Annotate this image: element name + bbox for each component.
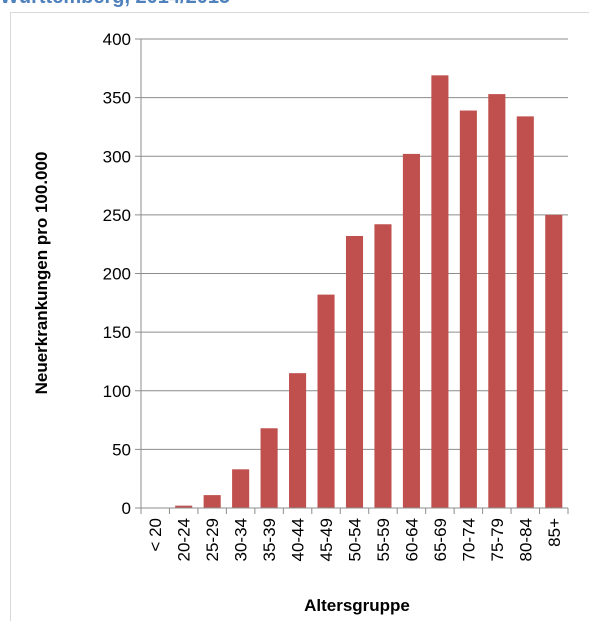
x-tick-label: 50-54 bbox=[346, 518, 365, 561]
x-tick-label: 30-34 bbox=[232, 518, 251, 561]
x-tick-label: 75-79 bbox=[488, 518, 507, 561]
x-tick-label: 65-69 bbox=[431, 518, 450, 561]
x-tick-label: 20-24 bbox=[175, 518, 194, 561]
x-tick-label: 60-64 bbox=[402, 518, 421, 561]
y-tick-label: 400 bbox=[103, 30, 131, 49]
x-tick-label: 25-29 bbox=[203, 518, 222, 561]
bar bbox=[289, 373, 307, 508]
x-tick-label: 85+ bbox=[545, 518, 564, 547]
y-tick-label: 350 bbox=[103, 89, 131, 108]
bar bbox=[545, 214, 563, 508]
bar bbox=[260, 428, 278, 508]
y-tick-label: 50 bbox=[112, 440, 131, 459]
y-tick-label: 0 bbox=[122, 499, 131, 518]
y-tick-label: 150 bbox=[103, 323, 131, 342]
bar bbox=[459, 110, 477, 509]
page-title-fragment: Württemberg, 2014/2015 bbox=[0, 0, 589, 10]
frame-border-top bbox=[10, 12, 589, 13]
y-tick-label: 250 bbox=[103, 206, 131, 225]
bar bbox=[374, 224, 392, 508]
bar bbox=[516, 116, 534, 508]
axes bbox=[135, 38, 569, 514]
bar bbox=[488, 94, 506, 509]
x-tick-labels: < 20 20-24 25-29 30-34 35-39 40-44 45-49 50-54 5… bbox=[146, 518, 564, 562]
frame-border-left bbox=[10, 12, 11, 621]
x-tick-label: 55-59 bbox=[374, 518, 393, 561]
y-tick-label: 100 bbox=[103, 382, 131, 401]
y-tick-label: 300 bbox=[103, 147, 131, 166]
y-tick-label: 200 bbox=[103, 265, 131, 284]
y-axis-title: Neuerkrankungen pro 100.000 bbox=[32, 152, 51, 395]
x-tick-label: < 20 bbox=[146, 518, 165, 552]
bars bbox=[175, 75, 563, 509]
bar bbox=[232, 469, 250, 508]
bar bbox=[431, 75, 449, 508]
x-axis-title: Altersgruppe bbox=[304, 596, 410, 615]
y-tick-labels: 0 50 100 150 200 250 300 350 400 bbox=[103, 30, 131, 518]
bar bbox=[345, 235, 364, 509]
x-tick-label: 35-39 bbox=[260, 518, 279, 561]
bar bbox=[175, 505, 193, 508]
x-tick-label: 45-49 bbox=[317, 518, 336, 561]
bar bbox=[317, 294, 335, 508]
bar bbox=[402, 153, 420, 508]
bar bbox=[203, 495, 221, 508]
x-tick-label: 80-84 bbox=[516, 518, 535, 561]
x-tick-label: 40-44 bbox=[289, 518, 308, 561]
x-tick-label: 70-74 bbox=[459, 518, 478, 561]
